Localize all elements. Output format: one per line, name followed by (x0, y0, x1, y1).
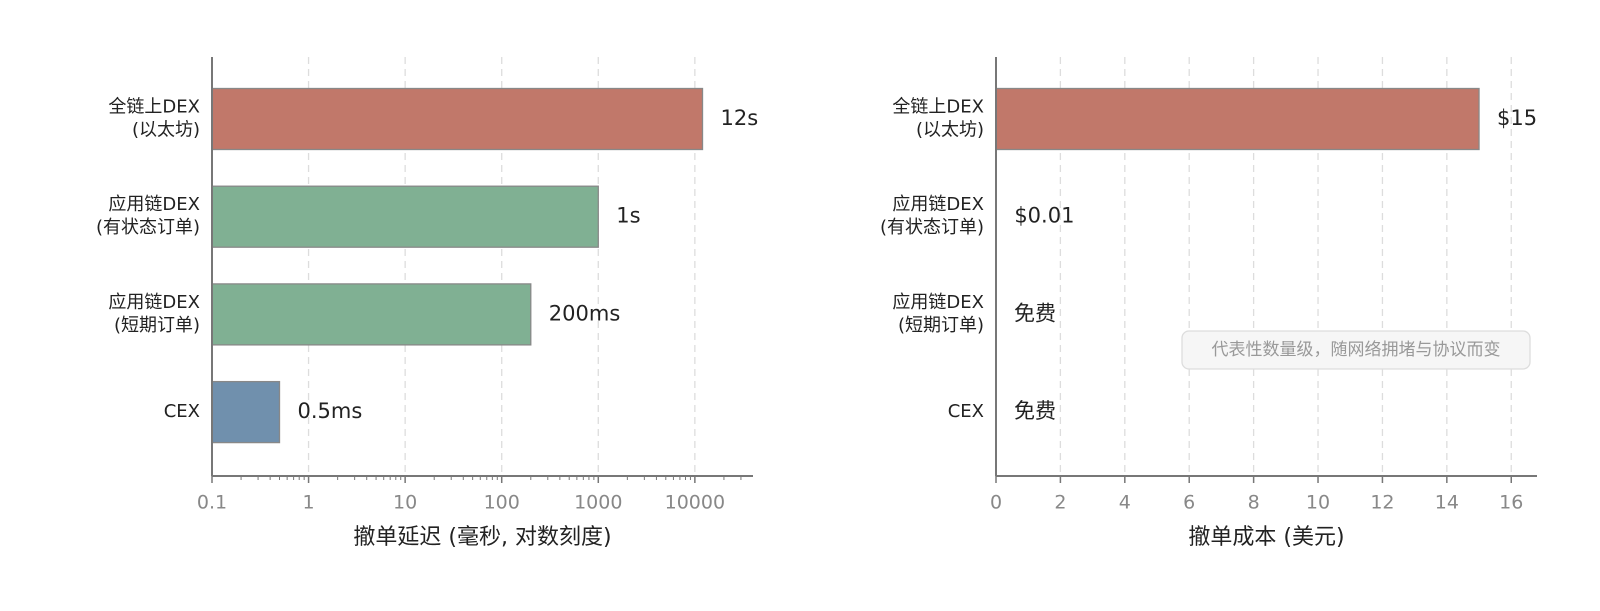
annotation-box (1181, 330, 1531, 370)
y-tick-label: 应用链DEX (892, 194, 984, 215)
x-tick-label: 14 (1435, 492, 1459, 514)
value-label: 0.5ms (298, 399, 363, 423)
value-label: 12s (721, 106, 759, 130)
y-tick-label: (有状态订单) (880, 217, 984, 238)
value-label: $15 (1497, 106, 1537, 130)
value-label: $0.01 (1014, 204, 1074, 228)
value-label: 免费 (1014, 301, 1056, 325)
y-tick-label: CEX (948, 401, 984, 422)
x-tick-label: 0.1 (197, 492, 227, 514)
x-tick-label: 10000 (665, 492, 725, 514)
y-tick-label: 应用链DEX (108, 292, 200, 313)
x-tick-label: 8 (1248, 492, 1260, 514)
y-tick-label: 应用链DEX (108, 194, 200, 215)
x-tick-label: 12 (1370, 492, 1394, 514)
y-tick-label: (有状态订单) (96, 217, 200, 238)
y-tick-label: (短期订单) (898, 315, 984, 336)
value-label: 200ms (549, 301, 620, 325)
x-tick-label: 100 (484, 492, 520, 514)
x-tick-label: 1 (303, 492, 315, 514)
x-tick-label: 2 (1054, 492, 1066, 514)
y-tick-label: 应用链DEX (892, 292, 984, 313)
x-tick-label: 1000 (574, 492, 622, 514)
x-tick-label: 10 (1306, 492, 1330, 514)
y-tick-label: CEX (164, 401, 200, 422)
y-tick-label: 全链上DEX (108, 97, 200, 118)
y-tick-label: (以太坊) (132, 120, 200, 141)
x-axis-label: 撤单成本 (美元) (1188, 525, 1344, 550)
x-tick-label: 0 (990, 492, 1002, 514)
bar (211, 380, 281, 444)
bar (211, 283, 532, 346)
value-label: 免费 (1014, 399, 1056, 423)
x-tick-label: 6 (1183, 492, 1195, 514)
bar (211, 185, 599, 248)
x-tick-label: 16 (1499, 492, 1523, 514)
bar (211, 87, 704, 151)
annotation: 代表性数量级，随网络拥堵与协议而变 (1212, 340, 1501, 360)
y-tick-label: (短期订单) (114, 315, 200, 336)
x-axis-label: 撤单延迟 (毫秒, 对数刻度) (353, 525, 611, 550)
x-tick-label: 4 (1119, 492, 1131, 514)
y-tick-label: (以太坊) (916, 120, 984, 141)
bar (995, 87, 1480, 151)
x-tick-label: 10 (393, 492, 417, 514)
value-label: 1s (616, 204, 640, 228)
y-tick-label: 全链上DEX (892, 97, 984, 118)
